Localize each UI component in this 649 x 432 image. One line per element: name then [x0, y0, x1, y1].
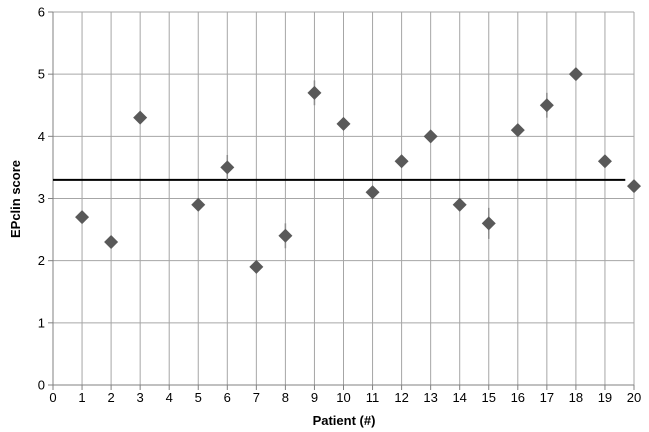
data-point — [365, 185, 380, 200]
data-point — [597, 154, 612, 169]
data-point — [568, 67, 583, 82]
y-tick-label: 0 — [38, 378, 45, 393]
x-tick-label: 14 — [452, 390, 466, 405]
data-point — [220, 160, 235, 175]
x-tick-label: 7 — [253, 390, 260, 405]
x-tick-label: 17 — [540, 390, 554, 405]
data-point — [423, 129, 438, 144]
x-tick-label: 9 — [311, 390, 318, 405]
error-bars — [226, 80, 548, 249]
data-point — [104, 235, 119, 250]
data-point — [336, 116, 351, 131]
x-tick-label: 8 — [282, 390, 289, 405]
y-tick-label: 6 — [38, 5, 45, 20]
data-point — [394, 154, 409, 169]
x-tick-label: 15 — [482, 390, 496, 405]
data-point — [75, 210, 90, 225]
x-tick-label: 11 — [366, 390, 380, 405]
data-point — [133, 110, 148, 125]
data-point — [191, 197, 206, 212]
axes — [48, 11, 635, 390]
x-tick-label: 2 — [107, 390, 114, 405]
y-tick-label: 1 — [38, 315, 45, 330]
y-tick-label: 3 — [38, 191, 45, 206]
y-axis-title: EPclin score — [8, 160, 23, 238]
x-tick-label: 19 — [598, 390, 612, 405]
data-point — [481, 216, 496, 231]
data-point — [539, 98, 554, 113]
x-tick-label: 20 — [627, 390, 641, 405]
x-tick-label: 4 — [166, 390, 173, 405]
data-point — [307, 85, 322, 100]
y-tick-label: 4 — [38, 129, 45, 144]
x-axis-title: Patient (#) — [313, 413, 376, 428]
data-point — [249, 259, 264, 274]
data-point — [278, 228, 293, 243]
y-tick-label: 5 — [38, 67, 45, 82]
data-point — [510, 123, 525, 138]
x-tick-label: 10 — [336, 390, 350, 405]
x-tick-label: 0 — [49, 390, 56, 405]
x-tick-label: 13 — [423, 390, 437, 405]
data-points — [75, 67, 641, 274]
x-tick-label: 3 — [137, 390, 144, 405]
x-tick-label: 16 — [511, 390, 525, 405]
data-point — [452, 197, 467, 212]
x-tick-label: 12 — [394, 390, 408, 405]
x-tick-label: 1 — [78, 390, 85, 405]
y-tick-label: 2 — [38, 253, 45, 268]
data-point — [627, 179, 641, 194]
x-tick-label: 18 — [569, 390, 583, 405]
x-tick-label: 6 — [224, 390, 231, 405]
x-tick-label: 5 — [195, 390, 202, 405]
gridlines — [53, 11, 635, 385]
